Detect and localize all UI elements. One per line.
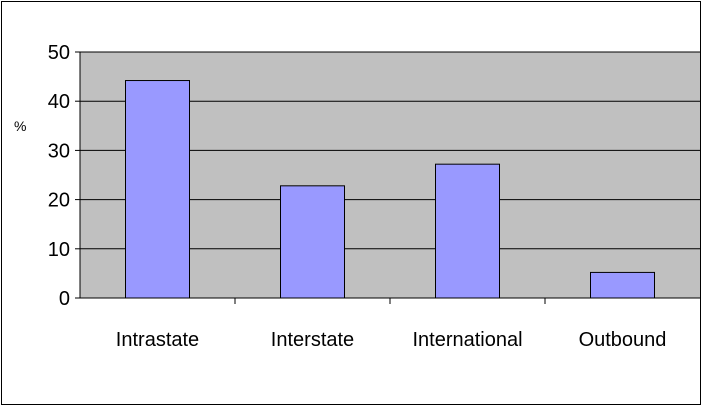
- bar-international: [435, 163, 500, 299]
- axes: [79, 52, 700, 299]
- y-tick-labels: 0 10 20 30 40 50: [48, 42, 70, 310]
- y-tick-label: 10: [48, 239, 70, 261]
- x-category-label: Intrastate: [116, 329, 199, 351]
- bar-interstate: [280, 185, 345, 299]
- bar-intrastate: [125, 80, 190, 299]
- x-category-label: Interstate: [271, 329, 354, 351]
- y-tick-label: 0: [59, 288, 70, 310]
- x-category-label: International: [412, 329, 522, 351]
- y-tick-label: 20: [48, 190, 70, 212]
- y-axis-unit-label: %: [14, 118, 26, 134]
- x-category-label: Outbound: [579, 329, 667, 351]
- x-category-labels: Intrastate Interstate International Outboun…: [116, 329, 667, 351]
- y-tick-label: 40: [48, 91, 70, 113]
- bar-outbound: [590, 271, 655, 299]
- y-tick-label: 50: [48, 42, 70, 64]
- y-tick-label: 30: [48, 140, 70, 162]
- bars: [125, 80, 655, 304]
